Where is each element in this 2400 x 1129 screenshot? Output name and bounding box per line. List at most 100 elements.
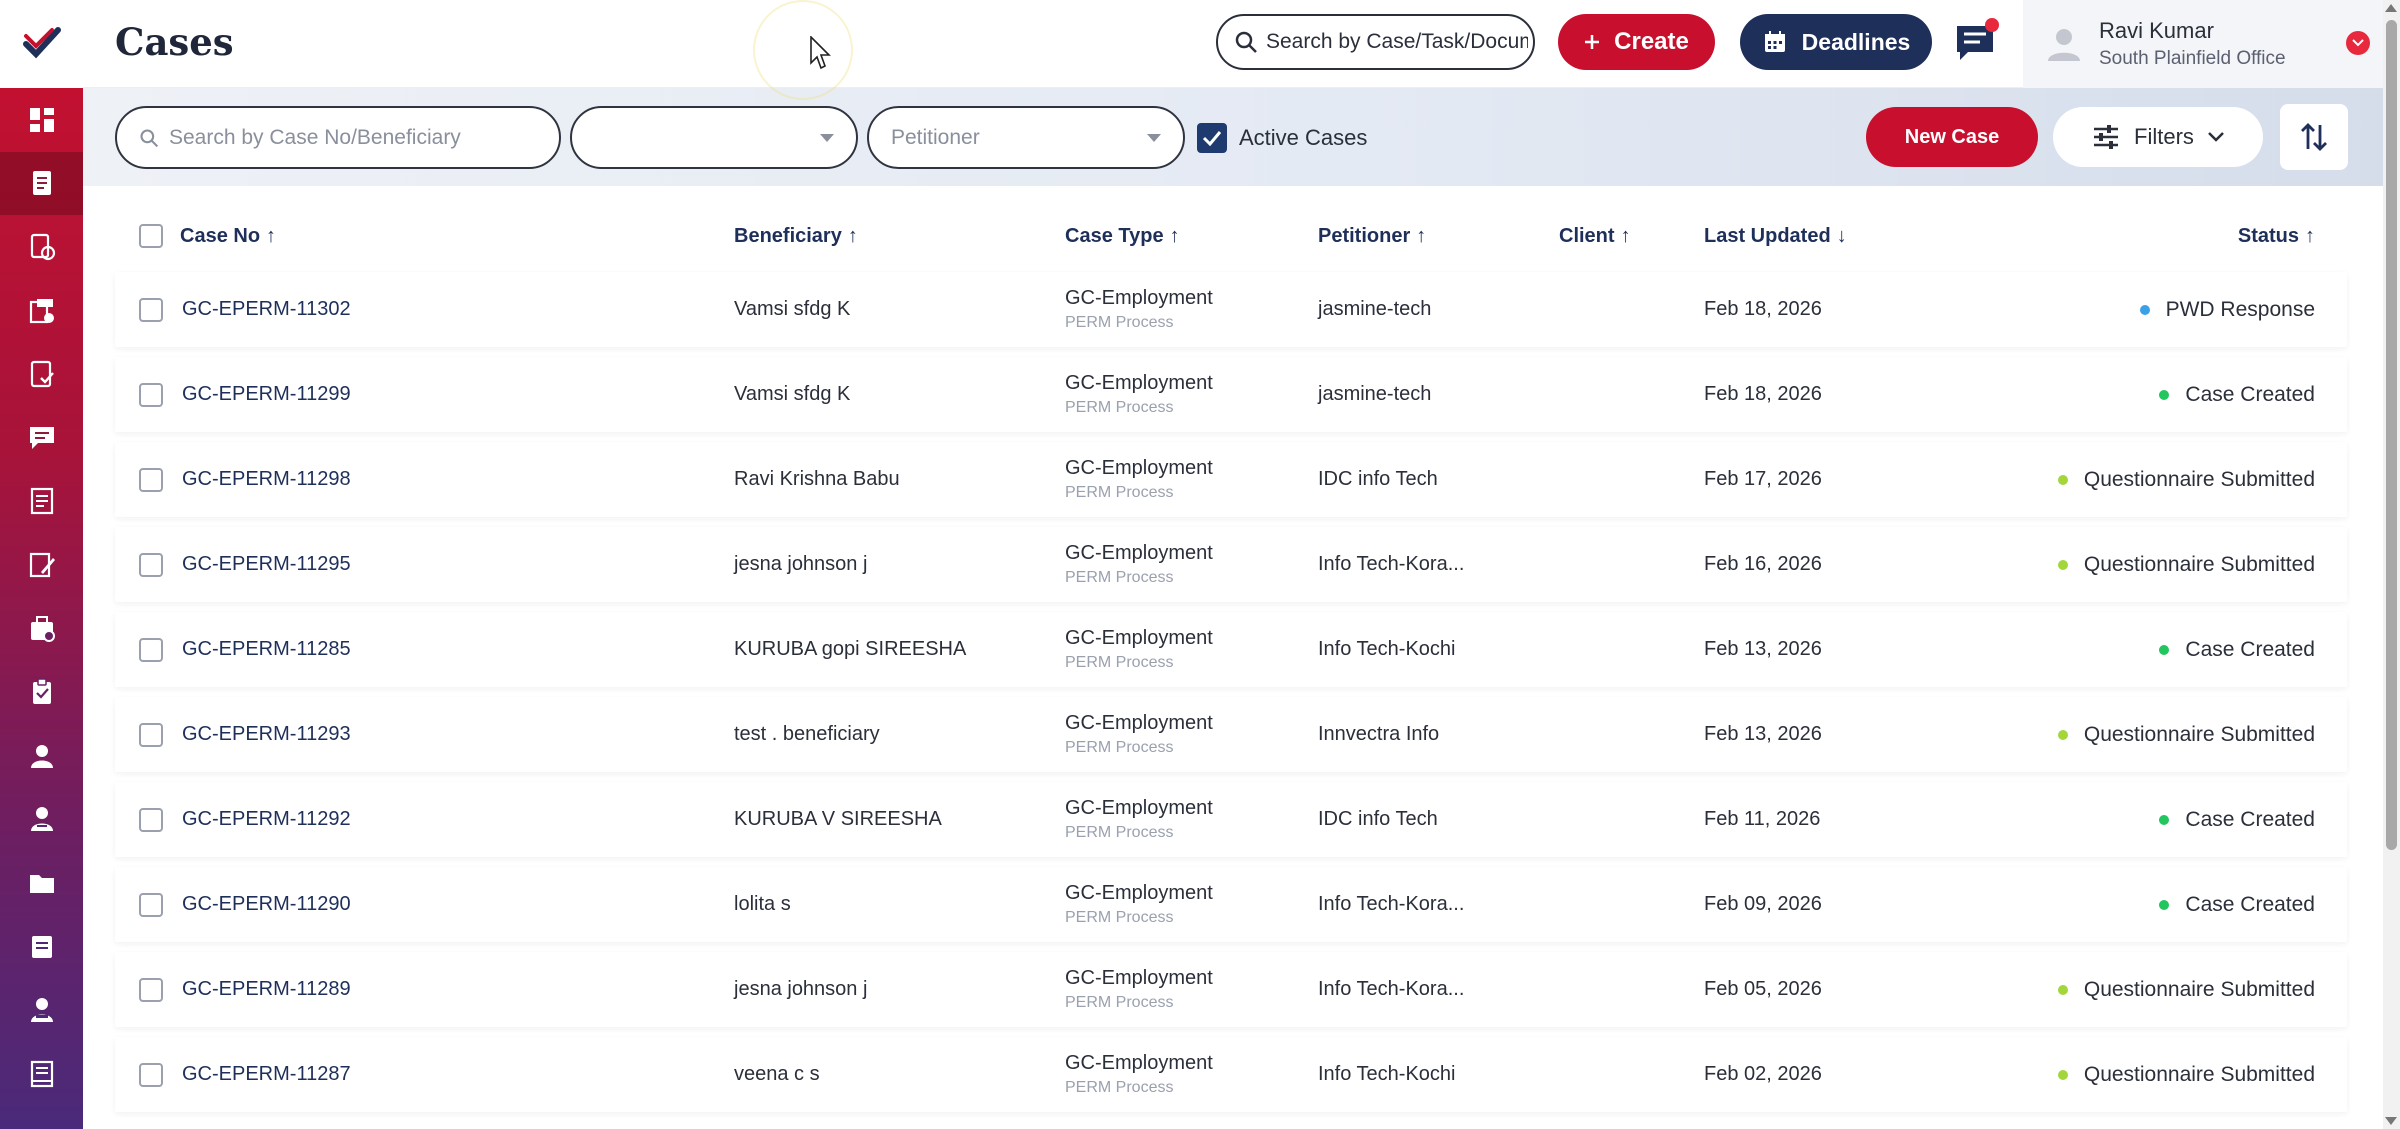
status-dot — [2159, 389, 2170, 400]
case-type: GC-Employment PERM Process — [1065, 697, 1213, 772]
case-search[interactable] — [115, 106, 561, 169]
sidebar-item-documents[interactable] — [0, 215, 83, 279]
table-row[interactable]: GC-EPERM-11299 Vamsi sfdg K GC-Employment P… — [115, 357, 2347, 432]
filters-button[interactable]: Filters — [2053, 107, 2263, 167]
row-checkbox[interactable] — [139, 612, 163, 687]
sidebar-item-forms[interactable] — [0, 279, 83, 343]
table-row[interactable]: GC-EPERM-11290 lolita s GC-Employment PERM … — [115, 867, 2347, 942]
case-number-link[interactable]: GC-EPERM-11299 — [182, 383, 351, 405]
case-type: GC-Employment PERM Process — [1065, 527, 1213, 602]
active-cases-checkbox[interactable] — [1197, 123, 1227, 153]
global-search-input[interactable] — [1266, 30, 1528, 54]
active-cases-toggle[interactable]: Active Cases — [1197, 123, 1367, 153]
chevron-down-icon[interactable] — [2346, 31, 2370, 55]
table-row[interactable]: GC-EPERM-11292 KURUBA V SIREESHA GC-Employ… — [115, 782, 2347, 857]
row-checkbox[interactable] — [139, 1037, 163, 1112]
col-beneficiary[interactable]: Beneficiary ↑ — [734, 225, 858, 248]
sidebar — [0, 0, 83, 1129]
page-title: Cases — [115, 20, 234, 64]
deadlines-button[interactable]: Deadlines — [1740, 14, 1932, 70]
select-all-checkbox[interactable] — [139, 224, 163, 248]
sidebar-item-folder[interactable] — [0, 851, 83, 915]
case-number-link[interactable]: GC-EPERM-11292 — [182, 808, 351, 830]
sidebar-item-contacts[interactable] — [0, 788, 83, 852]
petitioner-name: Info Tech-Kochi — [1318, 1063, 1456, 1085]
case-number-link[interactable]: GC-EPERM-11287 — [182, 1063, 351, 1085]
status-badge: Questionnaire Submitted — [2057, 442, 2315, 517]
petitioner-name: Info Tech-Kora... — [1318, 978, 1465, 1000]
col-case-no[interactable]: Case No ↑ — [180, 225, 276, 248]
case-number-link[interactable]: GC-EPERM-11289 — [182, 978, 351, 1000]
sidebar-item-messages[interactable] — [0, 406, 83, 470]
case-number-link[interactable]: GC-EPERM-11290 — [182, 893, 351, 915]
status-label: PWD Response — [2165, 297, 2315, 321]
user-menu[interactable]: Ravi Kumar South Plainfield Office — [2023, 0, 2400, 88]
case-number-link[interactable]: GC-EPERM-11295 — [182, 553, 351, 575]
last-updated-date: Feb 13, 2026 — [1704, 723, 1822, 745]
row-checkbox[interactable] — [139, 272, 163, 347]
global-search[interactable] — [1216, 14, 1535, 70]
row-checkbox[interactable] — [139, 442, 163, 517]
app-logo[interactable] — [0, 0, 83, 88]
case-number-link[interactable]: GC-EPERM-11302 — [182, 298, 351, 320]
col-last-updated[interactable]: Last Updated ↓ — [1704, 225, 1847, 248]
sidebar-item-dashboard[interactable] — [0, 88, 83, 152]
messages-button[interactable] — [1949, 18, 2001, 68]
petitioner-select[interactable]: Petitioner — [867, 106, 1185, 169]
case-type: GC-Employment PERM Process — [1065, 782, 1213, 857]
case-type-main: GC-Employment — [1065, 542, 1213, 564]
sidebar-item-notes[interactable] — [0, 915, 83, 979]
sidebar-item-reports[interactable] — [0, 470, 83, 534]
col-client[interactable]: Client ↑ — [1559, 225, 1631, 248]
table-row[interactable]: GC-EPERM-11302 Vamsi sfdg K GC-Employment P… — [115, 272, 2347, 347]
case-search-input[interactable] — [169, 125, 539, 150]
row-checkbox[interactable] — [139, 952, 163, 1027]
new-case-button[interactable]: New Case — [1866, 107, 2038, 167]
row-checkbox[interactable] — [139, 357, 163, 432]
beneficiary-name: jesna johnson j — [734, 978, 868, 1000]
table-row[interactable]: GC-EPERM-11293 test . beneficiary GC-Emplo… — [115, 697, 2347, 772]
table-row[interactable]: GC-EPERM-11287 veena c s GC-Employment PERM… — [115, 1037, 2347, 1112]
sidebar-item-billing[interactable] — [0, 597, 83, 661]
row-checkbox[interactable] — [139, 697, 163, 772]
table-row[interactable]: GC-EPERM-11295 jesna johnson j GC-Employme… — [115, 527, 2347, 602]
col-petitioner[interactable]: Petitioner ↑ — [1318, 225, 1426, 248]
scroll-up-arrow[interactable] — [2385, 4, 2397, 12]
cursor-highlight — [753, 0, 853, 100]
sidebar-item-ledger[interactable] — [0, 1042, 83, 1106]
case-type-main: GC-Employment — [1065, 627, 1213, 649]
create-button[interactable]: Create — [1558, 14, 1715, 70]
sidebar-item-tasks[interactable] — [0, 342, 83, 406]
case-process: PERM Process — [1065, 1079, 1174, 1096]
case-number-link[interactable]: GC-EPERM-11298 — [182, 468, 351, 490]
petitioner-name: Info Tech-Kochi — [1318, 638, 1456, 660]
status-badge: Questionnaire Submitted — [2057, 1037, 2315, 1112]
case-process: PERM Process — [1065, 739, 1174, 756]
user-icon — [30, 744, 53, 768]
col-case-type[interactable]: Case Type ↑ — [1065, 225, 1180, 248]
scroll-down-arrow[interactable] — [2385, 1117, 2397, 1125]
petitioner-name: Innvectra Info — [1318, 723, 1440, 745]
sidebar-item-cases[interactable] — [0, 151, 83, 216]
row-checkbox[interactable] — [139, 867, 163, 942]
col-status[interactable]: Status ↑ — [2238, 225, 2315, 248]
sort-button[interactable] — [2280, 104, 2348, 170]
sidebar-item-user[interactable] — [0, 724, 83, 788]
table-row[interactable]: GC-EPERM-11285 KURUBA gopi SIREESHA GC-Emp… — [115, 612, 2347, 687]
petitioner-name: IDC info Tech — [1318, 808, 1438, 830]
case-number-link[interactable]: GC-EPERM-11293 — [182, 723, 351, 745]
table-row[interactable]: GC-EPERM-11298 Ravi Krishna Babu GC-Employ… — [115, 442, 2347, 517]
case-type-select[interactable] — [570, 106, 858, 169]
sidebar-item-clipboard[interactable] — [0, 660, 83, 724]
row-checkbox[interactable] — [139, 782, 163, 857]
table-row[interactable]: GC-EPERM-11289 jesna johnson j GC-Employme… — [115, 952, 2347, 1027]
case-type-main: GC-Employment — [1065, 287, 1213, 309]
case-number-link[interactable]: GC-EPERM-11285 — [182, 638, 351, 660]
dashboard-icon — [29, 107, 54, 132]
sidebar-item-team[interactable] — [0, 978, 83, 1042]
page-scrollbar[interactable] — [2383, 0, 2400, 1129]
row-checkbox[interactable] — [139, 527, 163, 602]
scrollbar-thumb[interactable] — [2386, 20, 2397, 850]
case-process: PERM Process — [1065, 654, 1174, 671]
sidebar-item-edit[interactable] — [0, 533, 83, 597]
